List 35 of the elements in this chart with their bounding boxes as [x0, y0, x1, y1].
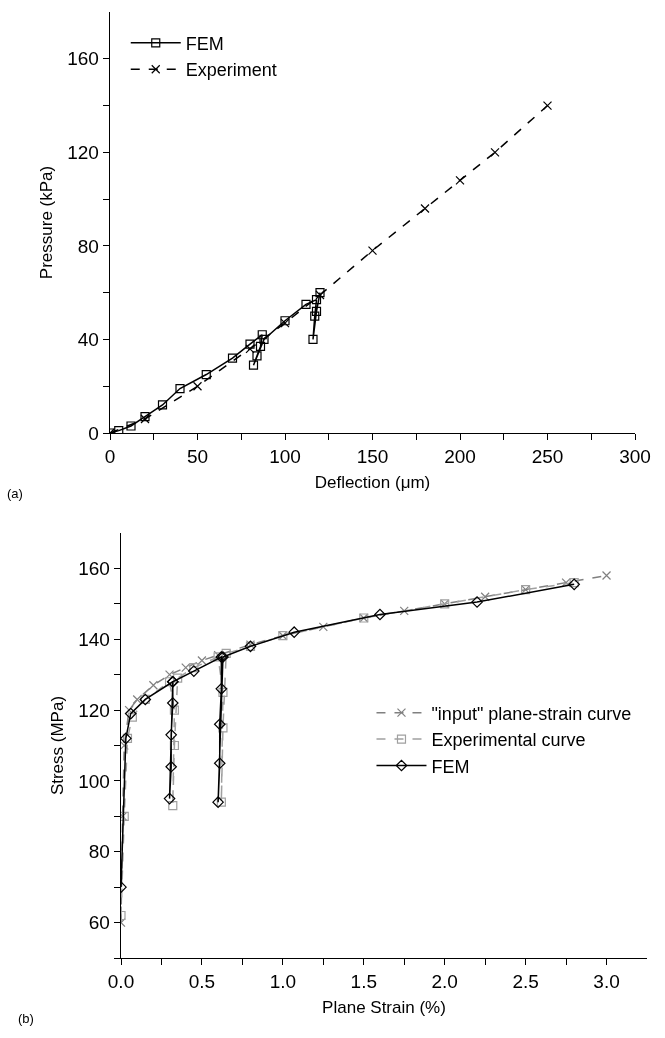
y-tick-label: 120 [78, 699, 110, 721]
y-axis-title: Stress (MPa) [47, 695, 67, 796]
x-tick-label: 2.0 [431, 971, 458, 993]
y-tick-label: 140 [78, 628, 110, 650]
y-tick-label: 100 [78, 770, 110, 792]
y-tick-label: 160 [67, 48, 99, 70]
legend-label: Experiment [185, 60, 277, 81]
legend-label: Experimental curve [431, 730, 586, 751]
y-axis-title: Pressure (kPa) [36, 165, 56, 280]
x-tick-label: 50 [186, 446, 209, 468]
legend-label: FEM [431, 756, 470, 777]
x-axis-title: Plane Strain (%) [322, 998, 446, 1018]
y-tick-label: 40 [77, 329, 99, 351]
x-tick-label: 300 [619, 446, 651, 468]
text: (a) [7, 486, 23, 501]
x-tick-label: 1.0 [269, 971, 297, 993]
legend-label: FEM [185, 33, 224, 54]
y-tick-label: 60 [88, 912, 110, 934]
y-tick-label: 160 [78, 558, 110, 580]
x-tick-label: 0.5 [188, 971, 216, 993]
y-tick-label: 80 [88, 841, 110, 863]
x-tick-label: 150 [356, 446, 389, 468]
text: (b) [18, 1011, 34, 1026]
legend-label: "input" plane-strain curve [431, 703, 632, 724]
x-tick-label: 250 [531, 446, 564, 468]
y-tick-label: 120 [67, 141, 99, 163]
y-tick-label: 0 [88, 422, 99, 444]
x-tick-label: 200 [444, 446, 476, 468]
x-tick-label: 0.0 [107, 971, 135, 993]
x-tick-label: 1.5 [350, 971, 377, 993]
x-tick-label: 3.0 [593, 971, 620, 993]
x-axis-title: Deflection (μm) [314, 473, 431, 493]
x-tick-label: 2.5 [512, 971, 539, 993]
y-tick-label: 80 [77, 235, 99, 257]
x-tick-label: 100 [269, 446, 301, 468]
